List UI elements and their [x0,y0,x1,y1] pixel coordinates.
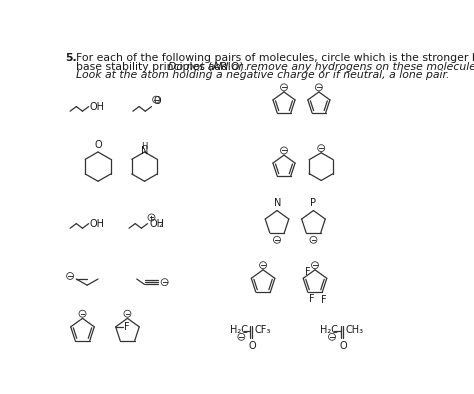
Text: O: O [248,341,256,351]
Text: O: O [154,96,162,106]
Text: base stability principles (ARIO).: base stability principles (ARIO). [76,62,251,72]
Text: CH₃: CH₃ [345,325,364,335]
Text: CF₃: CF₃ [255,325,271,335]
Text: For each of the following pairs of molecules, circle which is the stronger base : For each of the following pairs of molec… [76,54,474,63]
Text: F: F [124,322,130,332]
Text: F: F [309,294,315,304]
Text: H: H [141,142,147,151]
Text: N: N [141,146,148,156]
Text: 5.: 5. [65,54,77,63]
Text: P: P [310,198,316,208]
Text: Look at the atom holding a negative charge or if neutral, a lone pair.: Look at the atom holding a negative char… [76,71,450,80]
Text: O: O [339,341,346,351]
Text: F: F [305,267,310,277]
Text: OH: OH [149,219,164,229]
Text: 2: 2 [158,222,163,228]
Text: O: O [95,140,102,151]
Text: Do not add or remove any hydrogens on these molecules.: Do not add or remove any hydrogens on th… [168,62,474,72]
Text: F: F [321,295,327,305]
Text: N: N [274,198,281,208]
Text: H₂C: H₂C [320,325,338,335]
Text: OH: OH [90,219,104,229]
Text: H₂C: H₂C [230,325,248,335]
Text: OH: OH [90,102,104,112]
